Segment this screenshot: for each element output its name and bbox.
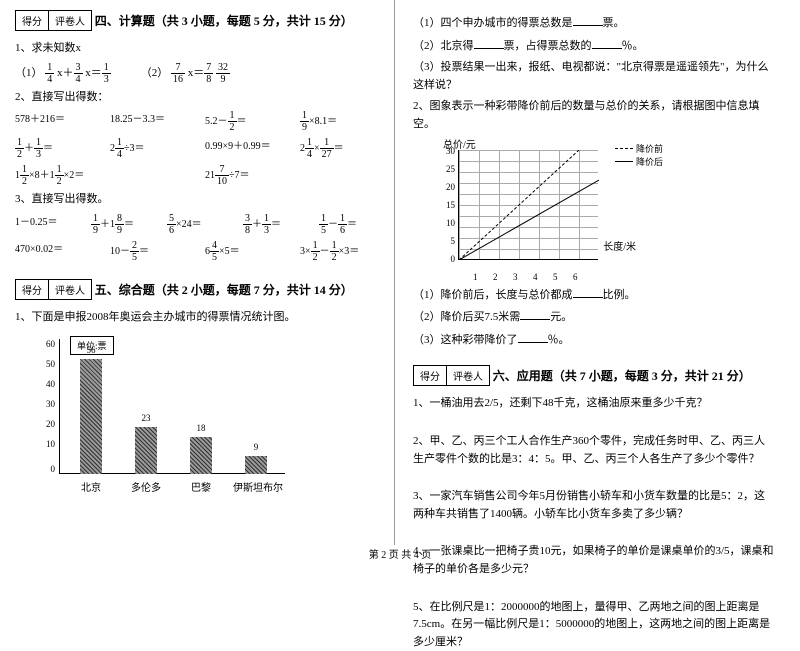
page-footer: 第 2 页 共 4 页	[0, 546, 800, 561]
q1-label: 1、求未知数x	[15, 40, 379, 58]
r-l1: （1）四个申办城市的得票总数是票。	[413, 14, 775, 33]
grader-label2: 评卷人	[49, 280, 91, 299]
section6-title: 六、应用题（共 7 小题，每题 3 分，共计 21 分）	[493, 369, 751, 383]
calc-row1: 578＋216＝18.25－3.3＝ 5.2－12＝ 19×8.1＝	[15, 110, 379, 133]
rm-l2: （2）降价后买7.5米需元。	[413, 308, 775, 327]
calc-row3: 112×8＋112×2＝ 21710÷7＝	[15, 164, 379, 187]
s6-q3: 3、一家汽车销售公司今年5月份销售小轿车和小货车数量的比是5：2，这两种车共销售…	[413, 488, 775, 523]
s6-q1: 1、一桶油用去2/5，还剩下48千克，这桶油原来重多少千克？	[413, 395, 775, 413]
line-chart: 总价/元 降价前 降价后 长度/米 30 25 20 15 10 5 0 1 2…	[433, 140, 633, 280]
calc-row4: 1－0.25＝ 19＋189＝ 56×24＝ 38＋13＝ 15－16＝	[15, 213, 379, 236]
r-l3: （3）投票结果一出来，报纸、电视都说："北京得票是遥遥领先"，为什么这样说？	[413, 59, 775, 94]
q2-label: 2、直接写出得数：	[15, 89, 379, 107]
r-l2: （2）北京得票，占得票总数的％。	[413, 37, 775, 56]
grader-label: 评卷人	[49, 11, 91, 30]
eq2: （2） 716 x＝78 329	[141, 62, 230, 85]
rm-l3: （3）这种彩带降价了％。	[413, 331, 775, 350]
s6-q5: 5、在比例尺是1：2000000的地图上，量得甲、乙两地之间的图上距离是7.5c…	[413, 599, 775, 651]
score-label3: 得分	[414, 366, 447, 385]
bar-chart: 单位:票 60 50 40 30 20 10 0 56 23 18 9 北京 多…	[35, 334, 295, 494]
sec5-q1: 1、下面是申报2008年奥运会主办城市的得票情况统计图。	[15, 309, 379, 327]
grader-label3: 评卷人	[447, 366, 489, 385]
q3-label: 3、直接写出得数。	[15, 191, 379, 209]
score-label2: 得分	[16, 280, 49, 299]
eq1: （1） 14 x＋34 x＝13	[15, 62, 111, 85]
score-label: 得分	[16, 11, 49, 30]
section5-title: 五、综合题（共 2 小题，每题 7 分，共计 14 分）	[95, 283, 353, 297]
r-q2: 2、图象表示一种彩带降价前后的数量与总价的关系，请根据图中信息填空。	[413, 98, 775, 133]
rm-l1: （1）降价前后，长度与总价都成比例。	[413, 286, 775, 305]
section4-title: 四、计算题（共 3 小题，每题 5 分，共计 15 分）	[95, 14, 353, 28]
calc-row2: 12＋13＝ 214÷3＝ 0.99×9＋0.99＝ 214×127＝	[15, 137, 379, 160]
calc-row5: 470×0.02＝ 10－25＝ 645×5＝ 3×12－12×3＝	[15, 240, 379, 263]
s6-q2: 2、甲、乙、丙三个工人合作生产360个零件，完成任务时甲、乙、丙三人生产零件个数…	[413, 433, 775, 468]
